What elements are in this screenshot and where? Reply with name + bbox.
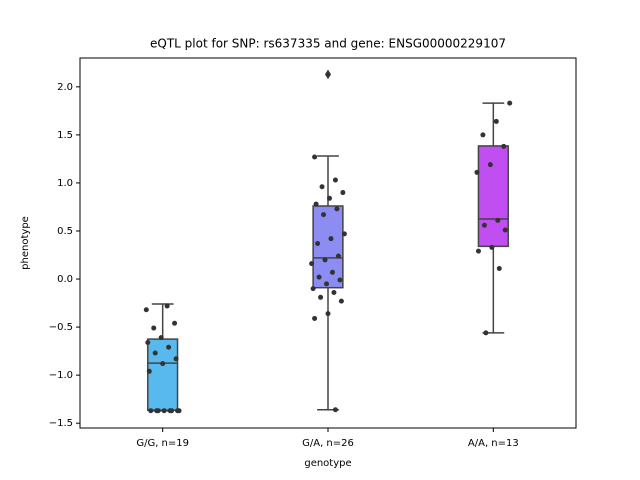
data-point	[335, 253, 341, 259]
box	[147, 338, 179, 411]
y-tick-label: 1.5	[57, 130, 73, 141]
y-tick-label: −1.5	[49, 418, 73, 429]
data-point	[158, 335, 164, 341]
data-point	[495, 217, 501, 223]
data-point	[322, 257, 328, 263]
data-point	[475, 248, 481, 254]
data-point	[474, 169, 480, 175]
data-point	[501, 143, 507, 149]
data-point	[489, 244, 495, 250]
data-point	[337, 277, 343, 283]
x-axis-label: genotype	[304, 458, 351, 469]
data-point	[312, 154, 318, 160]
data-point	[326, 195, 332, 201]
data-point	[318, 294, 324, 300]
data-point	[143, 307, 149, 313]
chart-title: eQTL plot for SNP: rs637335 and gene: EN…	[150, 37, 506, 51]
data-point	[328, 236, 334, 242]
data-point	[324, 281, 330, 287]
data-point	[169, 408, 175, 414]
data-point	[146, 368, 152, 374]
data-point	[309, 261, 315, 267]
data-point	[151, 325, 157, 331]
data-point	[496, 265, 502, 271]
data-point	[331, 289, 337, 295]
data-point	[481, 222, 487, 228]
box	[312, 205, 344, 289]
y-tick-label: 1.0	[57, 178, 73, 189]
data-point	[173, 356, 179, 362]
data-point	[166, 344, 172, 350]
data-point	[310, 286, 316, 292]
y-axis-label: phenotype	[20, 216, 31, 270]
data-point	[487, 162, 493, 168]
data-point	[312, 315, 318, 321]
data-point	[176, 408, 182, 414]
data-point	[507, 100, 513, 106]
data-point	[148, 408, 154, 414]
data-point	[152, 350, 158, 356]
data-point	[325, 311, 331, 317]
y-tick-label: −1.0	[49, 370, 73, 381]
data-point	[160, 361, 166, 367]
data-point	[313, 201, 319, 207]
data-point	[334, 206, 340, 212]
plot-frame	[79, 57, 577, 429]
data-point	[145, 339, 151, 345]
data-point	[480, 132, 486, 138]
data-point	[329, 269, 335, 275]
data-point	[332, 177, 338, 183]
data-point	[161, 408, 167, 414]
y-tick-label: 0.5	[57, 226, 73, 237]
data-point	[316, 274, 322, 280]
y-tick-label: −0.5	[49, 322, 73, 333]
data-point	[341, 231, 347, 237]
data-point	[338, 298, 344, 304]
data-point	[321, 212, 327, 218]
data-point	[502, 227, 508, 233]
x-tick-label: G/A, n=26	[302, 438, 354, 449]
data-point	[155, 408, 161, 414]
data-point	[325, 71, 331, 77]
data-point	[493, 118, 499, 124]
data-point	[483, 330, 489, 336]
data-point	[315, 240, 321, 246]
data-point	[164, 303, 170, 309]
y-tick-label: 0.0	[57, 274, 73, 285]
data-point	[340, 190, 346, 196]
data-point	[332, 407, 338, 413]
y-tick-label: 2.0	[57, 82, 73, 93]
data-point	[319, 184, 325, 190]
data-point	[172, 320, 178, 326]
x-tick-label: G/G, n=19	[136, 438, 189, 449]
x-tick-label: A/A, n=13	[468, 438, 519, 449]
